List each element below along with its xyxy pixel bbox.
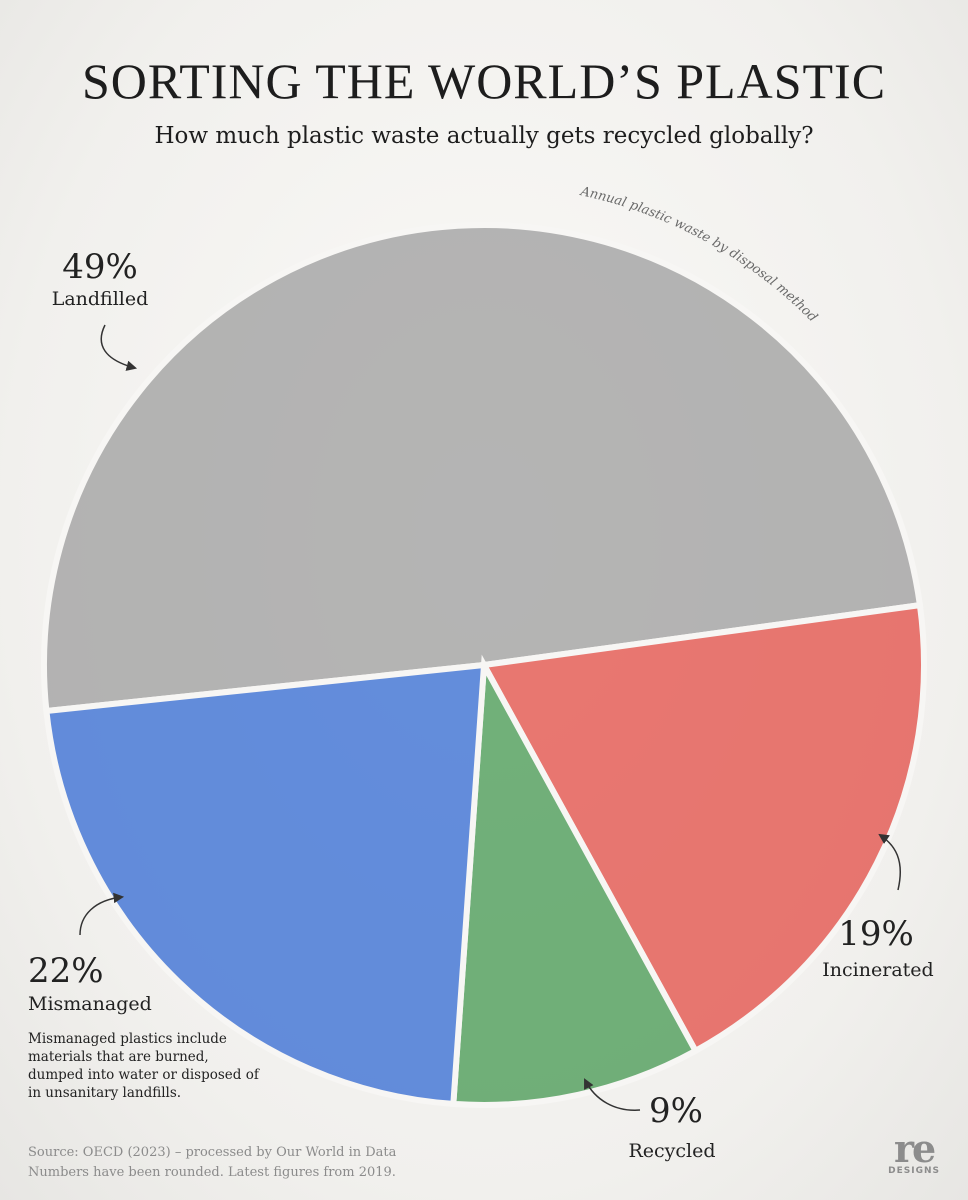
category-label: Incinerated bbox=[822, 959, 933, 981]
logo-tagline: DESIGNS bbox=[888, 1166, 940, 1176]
arrow bbox=[878, 833, 902, 891]
value-label: 19% bbox=[838, 914, 914, 954]
category-label: Landfilled bbox=[52, 288, 149, 310]
category-label: Mismanaged bbox=[28, 993, 152, 1015]
source-line: Source: OECD (2023) – processed by Our W… bbox=[28, 1145, 397, 1160]
pie bbox=[41, 222, 927, 1108]
pie-slice bbox=[43, 661, 488, 1108]
pie-slice bbox=[450, 654, 700, 1108]
chart-subtitle: How much plastic waste actually gets rec… bbox=[154, 123, 813, 149]
value-label: 49% bbox=[62, 247, 138, 287]
logo-mark: re bbox=[893, 1126, 936, 1171]
pie-slice bbox=[479, 601, 927, 1055]
category-label: Recycled bbox=[628, 1140, 715, 1162]
value-label: 9% bbox=[649, 1091, 703, 1131]
arrow bbox=[584, 1078, 641, 1111]
footnote: Numbers have been rounded. Latest figure… bbox=[28, 1165, 396, 1180]
source: Source: OECD (2023) – processed by Our W… bbox=[28, 1143, 396, 1183]
pie-slice bbox=[41, 222, 924, 715]
note: Mismanaged plastics include materials th… bbox=[28, 1031, 259, 1101]
arrow bbox=[100, 324, 138, 371]
chart-title: SORTING THE WORLD’S PLASTIC bbox=[82, 53, 886, 109]
logo: re DESIGNS bbox=[888, 1126, 940, 1177]
arrow bbox=[79, 892, 125, 936]
value-label: 22% bbox=[28, 951, 104, 991]
